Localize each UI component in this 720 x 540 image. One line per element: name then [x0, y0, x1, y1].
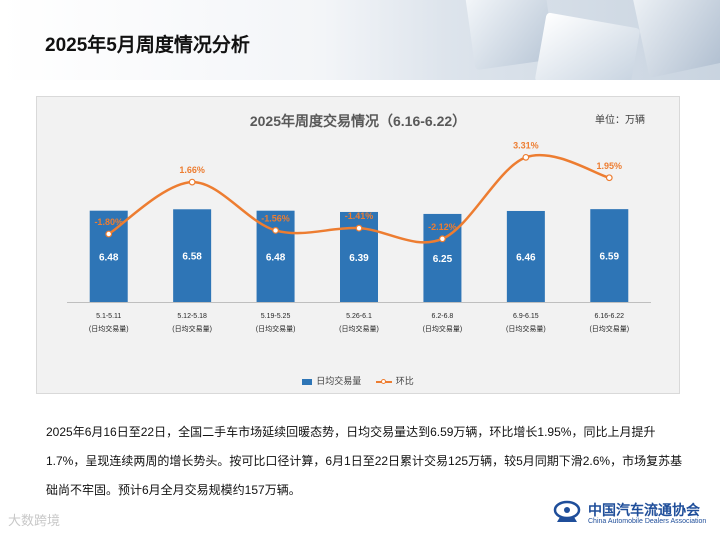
line-point	[605, 174, 613, 182]
line-data-label: -1.41%	[345, 211, 374, 221]
bar-data-label: 6.48	[99, 252, 119, 263]
chart-plot: 6.48 5.1-5.11 (日均交易量) 6.58 5.12-5.18 (日均交易量) 6…	[67, 140, 651, 333]
bar-data-label: 6.48	[266, 252, 286, 263]
x-tick-sublabel: (日均交易量)	[589, 324, 629, 333]
line-data-label: -1.56%	[261, 213, 290, 223]
bar-data-label: 6.25	[433, 254, 453, 265]
logo-name-cn: 中国汽车流通协会	[588, 502, 700, 518]
line-data-label: -2.12%	[428, 222, 457, 232]
x-tick-sublabel: (日均交易量)	[423, 324, 463, 333]
x-tick-label: 5.26-6.1	[346, 313, 372, 320]
legend-item-line: 环比	[375, 374, 414, 387]
decor-cube	[534, 12, 641, 80]
x-tick-sublabel: (日均交易量)	[256, 324, 296, 333]
bar-data-label: 6.39	[349, 253, 369, 264]
bar	[506, 210, 545, 302]
legend-item-bar: 日均交易量	[302, 374, 361, 387]
line-point	[105, 230, 113, 238]
x-tick-label: 6.2-6.8	[432, 313, 454, 320]
x-tick-label: 5.1-5.11	[96, 313, 121, 320]
line-point	[272, 226, 279, 234]
x-tick-label: 6.16-6.22	[594, 313, 624, 320]
description-text: 2025年6月16日至22日，全国二手车市场延续回暖态势，日均交易量达到6.59…	[46, 425, 683, 497]
line-point	[355, 224, 363, 232]
bar	[173, 209, 212, 302]
legend-line-swatch	[375, 378, 392, 384]
line-point	[522, 153, 530, 161]
x-tick-sublabel: (日均交易量)	[506, 324, 546, 333]
bar	[590, 209, 629, 302]
line-point	[188, 178, 196, 186]
legend-label-line: 环比	[395, 376, 414, 386]
line-data-label: 1.66%	[179, 165, 205, 175]
line-data-label: 1.95%	[597, 161, 623, 171]
logo-name-en: China Automobile Dealers Association	[588, 518, 707, 525]
association-logo: 中国汽车流通协会 China Automobile Dealers Associ…	[548, 496, 718, 532]
line-point	[439, 235, 446, 243]
decor-cube	[632, 0, 720, 78]
line-data-label: 3.31%	[513, 140, 539, 150]
bar-data-label: 6.58	[182, 252, 202, 263]
x-tick-sublabel: (日均交易量)	[89, 324, 129, 333]
association-logo-icon	[553, 500, 581, 522]
bar-data-label: 6.59	[600, 252, 620, 263]
x-tick-sublabel: (日均交易量)	[339, 324, 379, 333]
watermark: 大数跨境	[8, 513, 61, 528]
legend-label-bar: 日均交易量	[316, 376, 362, 386]
header-banner: 2025年5月周度情况分析	[0, 0, 720, 80]
x-tick-label: 5.12-5.18	[177, 313, 207, 320]
x-tick-sublabel: (日均交易量)	[172, 324, 212, 333]
chart-title: 2025年周度交易情况（6.16-6.22）	[249, 113, 467, 129]
bar	[89, 210, 128, 302]
legend-bar-swatch	[302, 378, 313, 385]
chart-legend: 日均交易量 环比	[37, 374, 679, 387]
x-tick-label: 6.9-6.15	[513, 313, 539, 320]
line-data-label: -1.80%	[94, 217, 123, 227]
x-tick-label: 5.19-5.25	[261, 313, 291, 320]
bar	[423, 213, 462, 302]
chart-unit-label: 单位：万辆	[595, 115, 645, 126]
page-title: 2025年5月周度情况分析	[45, 35, 250, 56]
chart-panel: 2025年周度交易情况（6.16-6.22） 单位：万辆 6.48 5.1-5.1…	[36, 96, 680, 394]
bar-data-label: 6.46	[516, 252, 536, 263]
